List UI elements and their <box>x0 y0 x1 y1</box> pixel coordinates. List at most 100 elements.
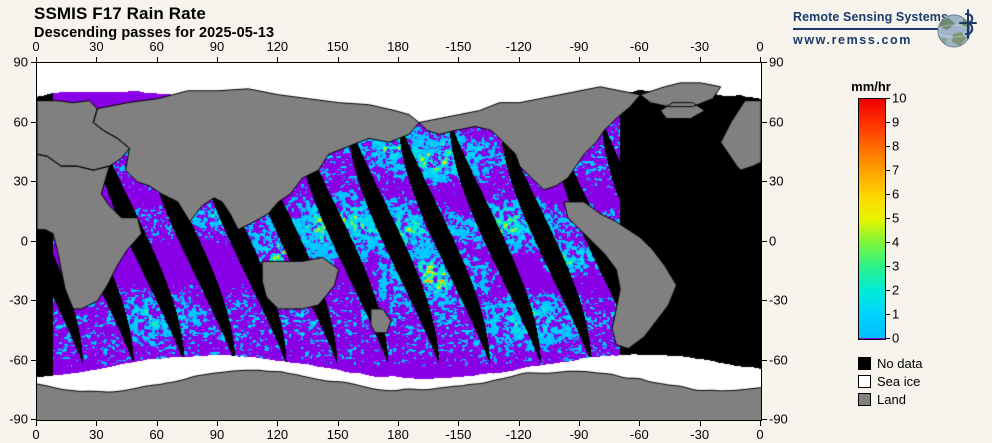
x-tick <box>398 421 399 426</box>
y-tick-label: 90 <box>769 54 784 70</box>
y-tick-label: -30 <box>769 292 788 308</box>
x-tick-label: 0 <box>32 427 40 442</box>
y-tick <box>762 62 767 63</box>
x-tick <box>217 57 218 62</box>
colorbar-tick <box>885 314 890 315</box>
x-tick-label: 0 <box>756 427 764 442</box>
y-tick <box>762 419 767 420</box>
logo-divider <box>793 28 953 30</box>
colorbar-units-label: mm/hr <box>851 79 891 94</box>
x-tick-label: 60 <box>149 39 164 54</box>
y-tick <box>31 240 36 242</box>
x-tick-label: 90 <box>209 39 225 54</box>
x-tick <box>156 57 158 62</box>
legend-swatch <box>858 357 871 370</box>
y-tick-label: -60 <box>9 352 28 367</box>
x-tick <box>337 421 339 426</box>
x-tick-label: -90 <box>569 427 589 442</box>
colorbar-tick-label: 0 <box>892 330 900 346</box>
globe-icon <box>937 8 978 48</box>
y-tick-label: -90 <box>769 411 788 427</box>
legend-item: Land <box>858 391 923 408</box>
x-tick-label: 150 <box>326 39 349 54</box>
x-tick-label: -90 <box>569 39 589 54</box>
x-tick-label: -60 <box>629 427 649 442</box>
colorbar-tick <box>885 98 890 99</box>
x-tick <box>760 57 761 62</box>
legend-label: Sea ice <box>877 374 921 389</box>
y-tick-label: -60 <box>769 352 788 367</box>
remss-logo[interactable]: Remote Sensing Systems www.remss.com <box>793 8 983 56</box>
y-tick-label: 60 <box>769 114 784 129</box>
x-tick-label: 90 <box>209 427 225 442</box>
x-tick-label: 150 <box>326 427 349 442</box>
colorbar-tick <box>885 218 890 219</box>
colorbar-tick <box>885 266 890 267</box>
colorbar-tick-label: 10 <box>892 90 907 106</box>
x-tick <box>579 57 580 62</box>
x-tick-label: -30 <box>690 39 710 54</box>
x-tick <box>277 421 279 426</box>
colorbar-tick <box>885 290 890 291</box>
colorbar-tick <box>885 194 890 195</box>
y-tick-label: 30 <box>13 173 28 189</box>
colorbar-tick <box>885 242 890 243</box>
y-tick-label: 60 <box>13 114 28 129</box>
x-tick-label: 60 <box>149 427 164 442</box>
legend-label: Land <box>877 392 906 407</box>
x-tick-label: -150 <box>445 39 472 54</box>
legend-item: No data <box>858 355 923 372</box>
x-tick <box>217 421 218 426</box>
y-tick <box>762 121 767 123</box>
x-tick <box>458 421 460 426</box>
x-tick-label: 120 <box>266 427 289 442</box>
x-tick <box>398 57 399 62</box>
x-tick-label: -120 <box>505 39 532 54</box>
legend-label: No data <box>877 356 923 371</box>
title-block: SSMIS F17 Rain Rate Descending passes fo… <box>34 4 274 41</box>
x-tick-label: 0 <box>32 39 40 54</box>
y-tick <box>31 419 36 420</box>
x-tick <box>337 57 339 62</box>
x-tick <box>458 57 460 62</box>
colorbar-tick-label: 9 <box>892 114 900 130</box>
y-tick-label: -30 <box>9 292 28 308</box>
colorbar-tick-label: 8 <box>892 138 900 154</box>
colorbar-tick-label: 5 <box>892 210 900 226</box>
map-legend: No data Sea ice Land <box>858 355 923 409</box>
map-canvas[interactable] <box>37 63 761 420</box>
colorbar-tick <box>885 122 890 123</box>
logo-url: www.remss.com <box>793 33 912 47</box>
colorbar[interactable] <box>858 98 886 340</box>
x-tick-label: -150 <box>445 427 472 442</box>
colorbar-tick <box>885 146 890 147</box>
page-subtitle: Descending passes for 2025-05-13 <box>34 25 275 42</box>
x-tick <box>277 57 279 62</box>
x-tick-label: 30 <box>89 427 104 442</box>
x-tick-label: 180 <box>387 427 409 442</box>
y-tick <box>762 181 767 182</box>
x-tick-label: 30 <box>89 39 104 54</box>
legend-swatch <box>858 375 871 388</box>
x-tick <box>36 421 37 426</box>
x-tick <box>699 57 701 62</box>
y-tick-label: -90 <box>9 411 28 427</box>
x-tick <box>639 57 641 62</box>
x-tick <box>699 421 701 426</box>
legend-swatch <box>858 393 871 406</box>
x-tick <box>639 421 641 426</box>
rain-rate-map[interactable] <box>36 62 762 421</box>
x-tick-label: 180 <box>387 39 409 54</box>
y-tick <box>762 359 767 361</box>
colorbar-tick <box>885 170 890 171</box>
y-tick <box>31 121 36 123</box>
y-tick-label: 0 <box>769 233 777 248</box>
colorbar-tick <box>885 338 890 339</box>
x-tick-label: 0 <box>756 39 764 54</box>
colorbar-tick-label: 2 <box>892 282 900 298</box>
x-tick <box>760 421 761 426</box>
colorbar-tick-label: 3 <box>892 258 900 274</box>
y-tick <box>31 300 36 301</box>
y-tick-label: 90 <box>13 54 28 70</box>
x-tick <box>518 421 520 426</box>
